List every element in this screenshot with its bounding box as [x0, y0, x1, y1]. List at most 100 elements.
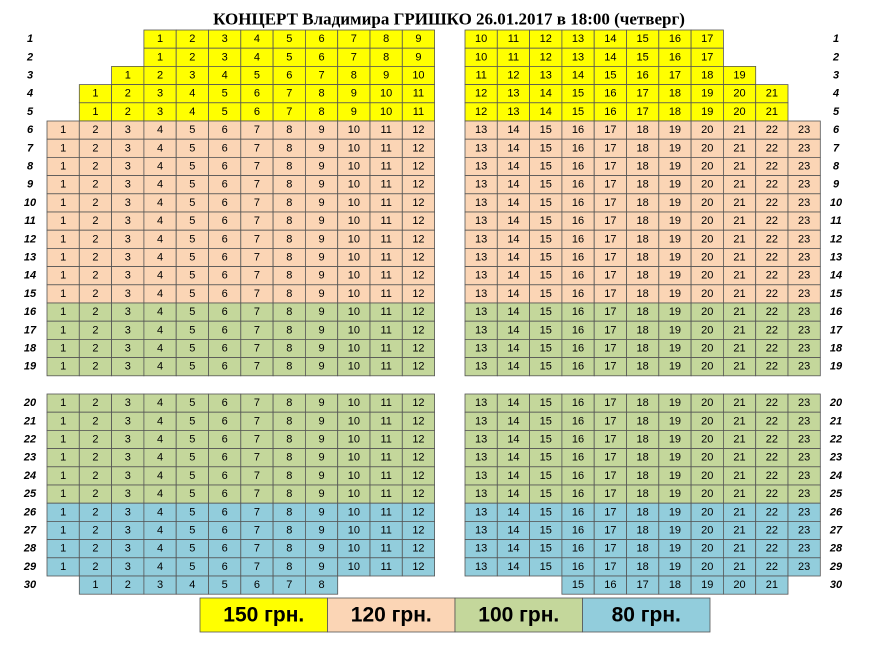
seat-number: 20 [701, 124, 713, 136]
row-label: 14 [830, 270, 842, 282]
row-label: 29 [829, 561, 843, 573]
row-label: 9 [27, 179, 34, 191]
row-label: 4 [832, 88, 839, 100]
seat-number: 20 [701, 324, 713, 336]
seat-number: 18 [637, 288, 649, 300]
seat-number: 13 [475, 179, 487, 191]
seat-number: 17 [604, 525, 616, 537]
seat-number: 3 [125, 397, 131, 409]
seat-number: 13 [475, 525, 487, 537]
seat-number: 5 [189, 543, 195, 555]
row-label: 9 [833, 179, 840, 191]
seat-number: 14 [507, 561, 519, 573]
seat-number: 14 [507, 361, 519, 373]
seat-number: 15 [540, 215, 552, 227]
seat-number: 1 [157, 51, 163, 63]
seat-number: 13 [475, 488, 487, 500]
seat-number: 19 [669, 415, 681, 427]
seat-number: 15 [540, 252, 552, 264]
seat-number: 10 [475, 33, 487, 45]
seat-number: 16 [572, 361, 584, 373]
seat-number: 17 [604, 415, 616, 427]
seat-number: 1 [60, 306, 66, 318]
seat-number: 21 [766, 88, 778, 100]
seat-number: 6 [222, 543, 228, 555]
seat-number: 14 [507, 525, 519, 537]
seat-number: 17 [604, 306, 616, 318]
seat-number: 23 [798, 343, 810, 355]
row-label: 15 [24, 288, 37, 300]
legend-label: 150 грн. [223, 604, 304, 627]
row-label: 6 [27, 124, 34, 136]
seat-number: 14 [507, 543, 519, 555]
seat-number: 21 [733, 415, 745, 427]
seat-number: 1 [60, 197, 66, 209]
seat-number: 8 [286, 343, 292, 355]
seat-number: 17 [701, 51, 713, 63]
seat-number: 13 [507, 88, 519, 100]
row-label: 23 [23, 452, 36, 464]
seat-number: 14 [507, 270, 519, 282]
seat-number: 14 [540, 106, 552, 118]
seat-number: 16 [572, 233, 584, 245]
row-label: 17 [24, 324, 37, 336]
seat-number: 7 [254, 361, 260, 373]
seat-number: 11 [380, 343, 391, 355]
seat-number: 20 [701, 488, 713, 500]
seat-number: 21 [733, 215, 745, 227]
seat-number: 11 [380, 324, 391, 336]
seat-number: 11 [380, 197, 391, 209]
seat-number: 17 [604, 270, 616, 282]
seat-number: 6 [222, 215, 228, 227]
seat-number: 3 [125, 543, 131, 555]
seat-number: 7 [254, 488, 260, 500]
legend-label: 120 грн. [351, 604, 432, 627]
row-label: 7 [27, 142, 34, 154]
seat-number: 21 [733, 561, 745, 573]
seat-number: 14 [604, 51, 616, 63]
seat-number: 8 [286, 561, 292, 573]
seat-number: 5 [222, 579, 228, 591]
seat-number: 1 [60, 124, 66, 136]
seat-number: 12 [412, 288, 424, 300]
seat-number: 8 [286, 252, 292, 264]
row-label: 30 [24, 579, 37, 591]
seat-number: 8 [351, 70, 357, 82]
seat-number: 13 [475, 288, 487, 300]
seat-number: 8 [286, 142, 292, 154]
seat-number: 9 [383, 70, 389, 82]
seat-number: 9 [351, 88, 357, 100]
seat-number: 14 [507, 124, 519, 136]
seat-number: 3 [125, 179, 131, 191]
seat-number: 22 [766, 361, 778, 373]
seat-number: 3 [125, 561, 131, 573]
seat-number: 17 [604, 324, 616, 336]
seat-number: 5 [189, 270, 195, 282]
seat-number: 13 [572, 51, 584, 63]
seat-number: 3 [125, 361, 131, 373]
seat-number: 21 [733, 543, 745, 555]
row-label: 15 [830, 288, 843, 300]
seat-number: 16 [572, 142, 584, 154]
seat-number: 19 [669, 525, 681, 537]
seat-number: 8 [286, 415, 292, 427]
seat-number: 18 [637, 470, 649, 482]
row-label: 5 [833, 106, 840, 118]
seat-number: 12 [412, 161, 424, 173]
seat-number: 1 [60, 506, 66, 518]
seat-number: 8 [286, 470, 292, 482]
row-label: 26 [23, 506, 37, 518]
legend-box [199, 597, 328, 633]
seat-number: 19 [669, 543, 681, 555]
seat-number: 13 [475, 306, 487, 318]
seat-number: 15 [572, 579, 584, 591]
seat-number: 18 [637, 543, 649, 555]
seat-number: 1 [60, 470, 66, 482]
seat-number: 6 [254, 579, 260, 591]
seat-number: 18 [637, 561, 649, 573]
seat-number: 11 [380, 397, 391, 409]
seat-number: 19 [669, 343, 681, 355]
seat-number: 8 [286, 197, 292, 209]
seat-number: 10 [348, 397, 360, 409]
seat-number: 15 [637, 33, 649, 45]
